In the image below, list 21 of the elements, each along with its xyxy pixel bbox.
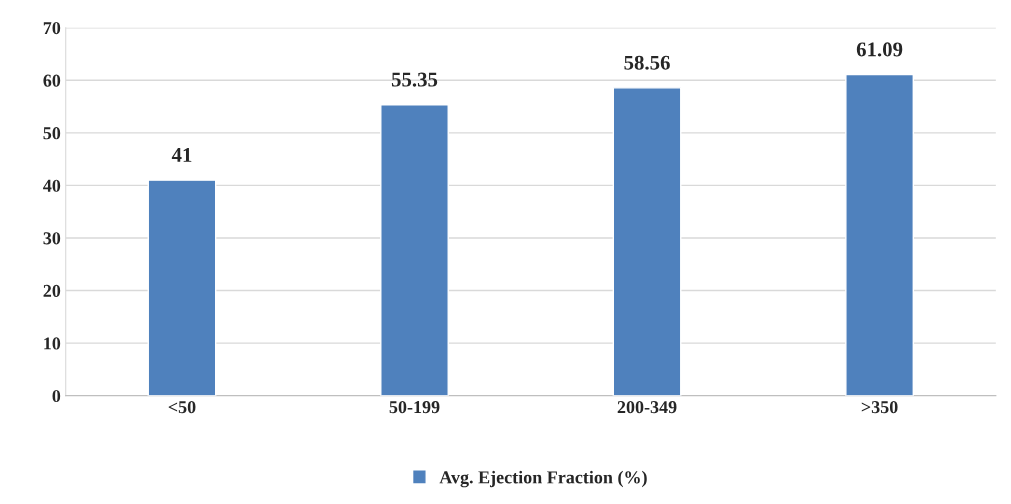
bar (147, 179, 217, 396)
x-tick-label: <50 (168, 401, 196, 414)
bar (845, 73, 914, 396)
y-tick-label: 20 (43, 284, 61, 297)
y-tick-label: 0 (52, 389, 61, 403)
y-tick-label: 60 (43, 74, 61, 87)
data-label: 58.56 (624, 55, 670, 70)
y-tick-label: 30 (43, 232, 61, 245)
data-label: 41 (171, 148, 192, 162)
x-tick-label: >350 (861, 401, 898, 414)
x-tick-label: 200-349 (617, 401, 677, 414)
bar (612, 87, 682, 396)
legend-label: Avg. Ejection Fraction (%) (439, 470, 647, 488)
y-tick-label: 70 (43, 21, 61, 35)
y-tick-label: 50 (43, 127, 61, 140)
data-label: 55.35 (391, 72, 438, 87)
bar (380, 104, 449, 396)
y-tick-label: 10 (44, 337, 61, 350)
data-label: 61.09 (856, 42, 903, 57)
x-tick-label: 50-199 (389, 401, 440, 414)
y-tick-label: 40 (43, 179, 61, 192)
